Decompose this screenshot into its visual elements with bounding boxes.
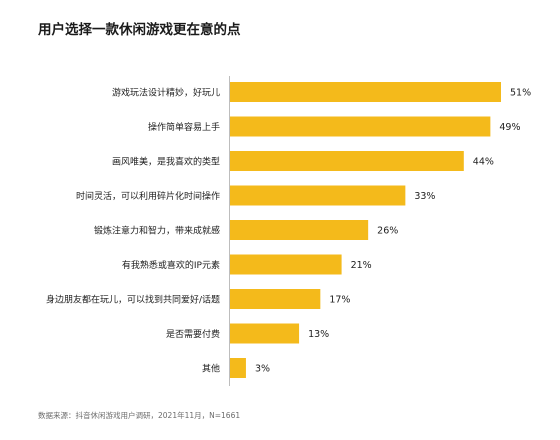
category-label: 时间灵活，可以利用碎片化时间操作 <box>76 190 220 202</box>
bar <box>230 289 321 309</box>
category-label: 操作简单容易上手 <box>148 121 220 133</box>
category-label: 画风唯美，是我喜欢的类型 <box>112 156 220 168</box>
value-label: 13% <box>308 329 329 340</box>
value-label: 3% <box>255 364 270 375</box>
chart-title: 用户选择一款休闲游戏更在意的点 <box>38 22 241 38</box>
value-label: 17% <box>329 295 350 306</box>
category-label: 有我熟悉或喜欢的IP元素 <box>122 259 220 271</box>
category-label: 是否需要付费 <box>166 328 220 340</box>
category-label: 其他 <box>202 363 220 375</box>
bar <box>230 185 406 206</box>
category-label: 游戏玩法设计精妙，好玩儿 <box>112 87 220 99</box>
bars-layer: 游戏玩法设计精妙，好玩儿 51% 操作简单容易上手 49% 画风唯美，是我喜欢的类型 44… <box>46 82 531 378</box>
bar <box>230 254 342 275</box>
value-label: 49% <box>499 122 520 133</box>
category-label: 身边朋友都在玩儿，可以找到共同爱好/话题 <box>46 294 220 306</box>
value-label: 44% <box>473 157 494 168</box>
bar <box>230 116 491 137</box>
data-source-note: 数据来源：抖音休闲游戏用户调研，2021年11月，N=1661 <box>38 411 241 420</box>
bar <box>230 220 369 240</box>
bar <box>230 323 300 344</box>
bar <box>230 82 501 102</box>
value-label: 33% <box>414 191 435 202</box>
value-label: 51% <box>510 88 531 99</box>
bar <box>230 151 464 171</box>
value-label: 21% <box>351 260 372 271</box>
value-label: 26% <box>377 226 398 237</box>
bar <box>230 358 246 378</box>
category-label: 锻炼注意力和智力，带来成就感 <box>94 225 220 237</box>
